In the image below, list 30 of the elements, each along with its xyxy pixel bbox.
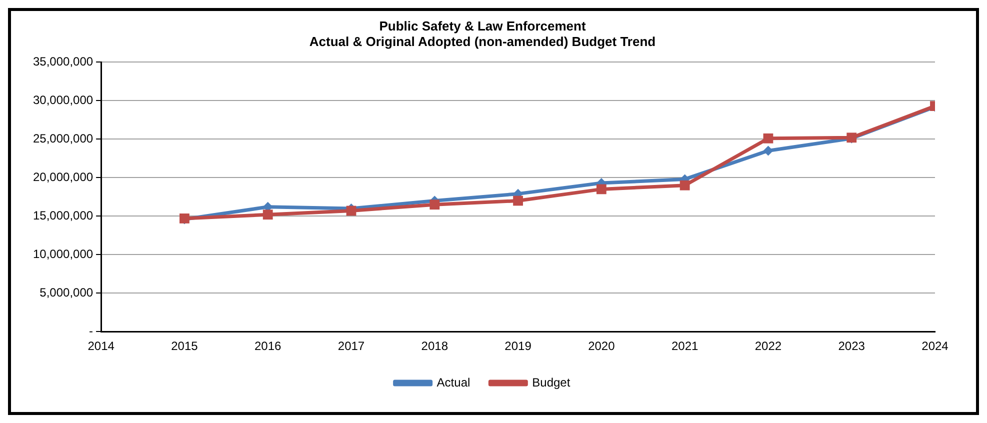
x-tick-label: 2021 — [671, 339, 698, 354]
y-tick-label: 15,000,000 — [32, 208, 94, 222]
point — [430, 200, 440, 210]
y-tick-label: 35,000,000 — [32, 54, 94, 69]
chart-title: Public Safety & Law Enforcement Actual & Original Adopted (non-amended) Budget Trend — [309, 18, 656, 49]
y-tick-label: 25,000,000 — [32, 131, 94, 146]
x-tick-label: 2024 — [922, 339, 949, 354]
x-tick-label: 2014 — [88, 339, 115, 354]
y-tick-label: 20,000,000 — [32, 170, 94, 184]
y-tick-label: 10,000,000 — [32, 246, 94, 261]
y-tick-label: 30,000,000 — [32, 93, 94, 107]
point — [346, 206, 356, 216]
point — [763, 133, 774, 144]
y-tick-label: 5,000,000 — [40, 285, 94, 300]
point — [513, 196, 523, 206]
legend-label: Budget — [532, 375, 571, 390]
legend-label: Actual — [436, 375, 470, 390]
x-tick-label: 2016 — [254, 339, 282, 354]
x-tick-label: 2015 — [171, 339, 198, 354]
x-tick-label: 2020 — [588, 339, 616, 354]
point — [763, 146, 774, 156]
x-tick-label: 2017 — [338, 339, 365, 354]
point — [262, 210, 273, 220]
point — [596, 184, 606, 194]
x-tick-label: 2019 — [504, 339, 532, 354]
x-tick-label: 2022 — [754, 339, 782, 354]
y-tick-label: - — [89, 324, 94, 338]
point — [680, 180, 690, 190]
x-tick-label: 2023 — [838, 339, 866, 354]
x-tick-label: 2018 — [421, 339, 448, 354]
